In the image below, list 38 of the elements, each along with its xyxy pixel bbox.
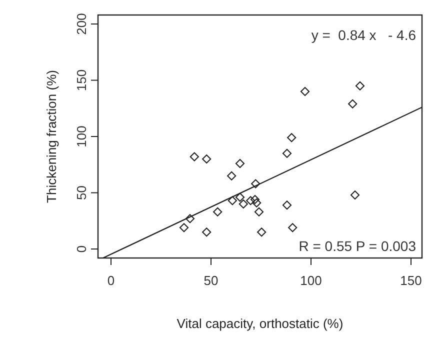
point — [350, 190, 360, 200]
annotation: R = 0.55 P = 0.003 — [298, 238, 416, 254]
point — [282, 200, 292, 210]
point — [355, 81, 365, 90]
annotation: y = 0.84 x - 4.6 — [311, 27, 416, 43]
x-tick-label: 0 — [107, 273, 115, 288]
point — [202, 228, 212, 237]
point — [282, 148, 292, 158]
y-tick-label: 0 — [74, 245, 89, 253]
point — [287, 133, 296, 142]
x-tick-label: 100 — [300, 273, 322, 288]
point — [227, 171, 236, 180]
y-tick-label: 50 — [74, 186, 89, 200]
point — [185, 214, 195, 224]
point — [238, 199, 248, 209]
point — [213, 207, 222, 216]
point — [348, 99, 358, 108]
point — [257, 228, 266, 237]
x-tick-label: 50 — [204, 273, 218, 288]
point — [235, 158, 245, 168]
y-tick-label: 150 — [74, 69, 89, 92]
y-axis-title: Thickening fraction (%) — [44, 70, 59, 203]
y-tick-label: 200 — [74, 13, 89, 35]
y-tick-label: 100 — [74, 126, 89, 148]
point — [246, 196, 256, 206]
point — [235, 192, 245, 202]
point — [228, 196, 237, 206]
point — [300, 86, 310, 96]
point — [288, 223, 298, 232]
point — [250, 194, 260, 204]
point — [254, 207, 264, 216]
point — [190, 152, 199, 162]
x-axis-title: Vital capacity, orthostatic (%) — [176, 316, 344, 331]
point — [251, 179, 260, 188]
point — [202, 154, 212, 164]
point — [179, 223, 189, 232]
x-tick-label: 150 — [400, 273, 422, 288]
point — [252, 198, 262, 208]
